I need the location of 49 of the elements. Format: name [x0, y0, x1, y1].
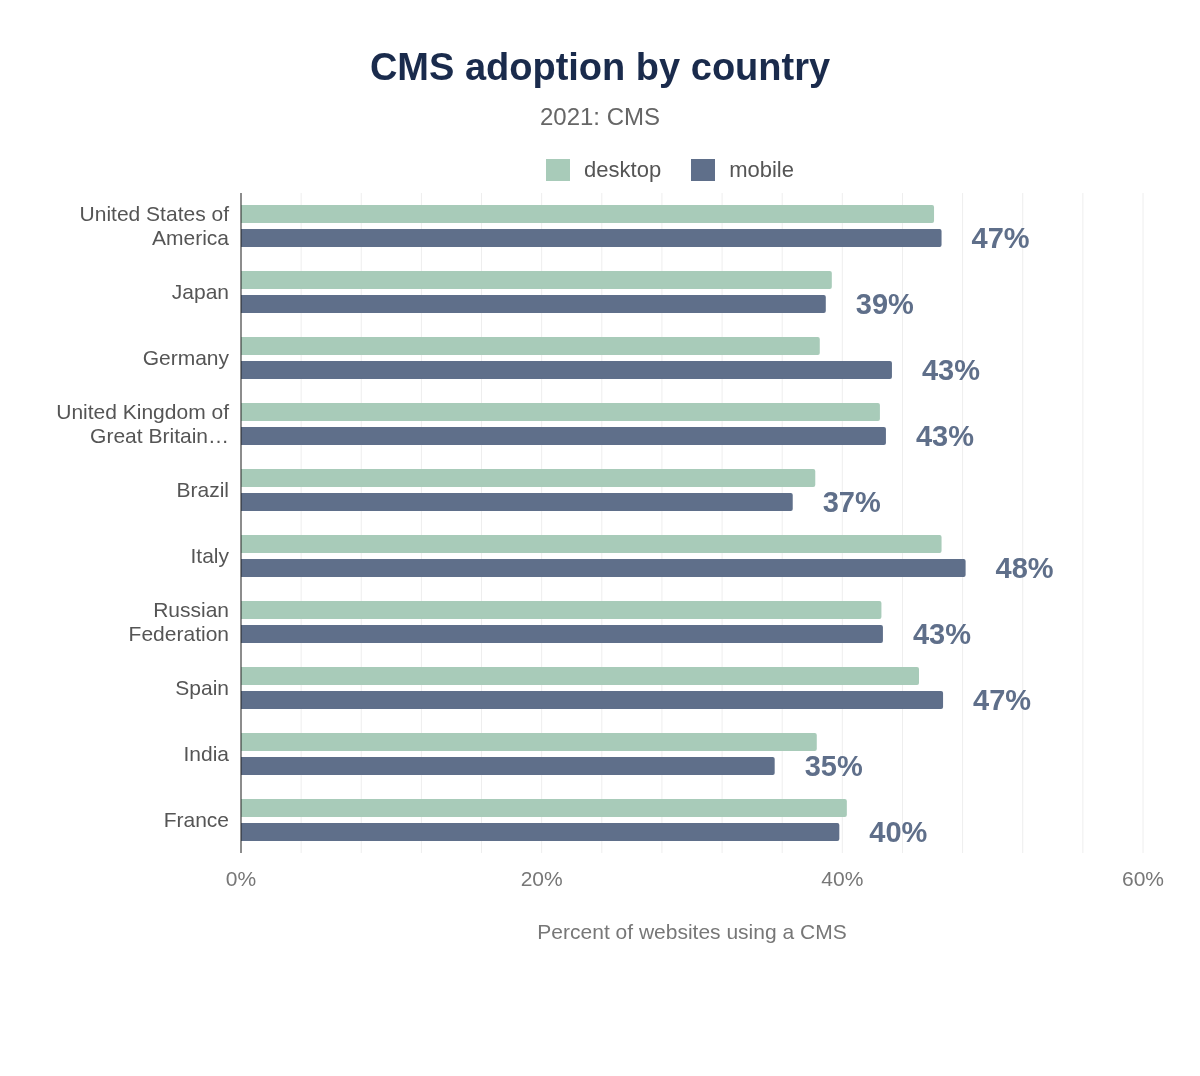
bar [241, 427, 886, 445]
bar [241, 337, 820, 355]
data-label: 47% [971, 222, 1030, 254]
chart-subtitle: 2021: CMS [538, 103, 662, 131]
y-tick-label: Japan [171, 280, 229, 303]
bar [241, 559, 966, 577]
bar [241, 757, 775, 775]
data-label: 47% [973, 684, 1032, 716]
y-tick-label: United States of America [79, 202, 230, 249]
y-tick-label: India [183, 742, 230, 765]
bar [241, 361, 892, 379]
x-tick-label: 0% [225, 866, 257, 890]
bar [241, 691, 944, 709]
data-label: 43% [912, 618, 972, 650]
y-tick-label: France [163, 808, 229, 831]
y-tick-label: Italy [190, 544, 230, 567]
data-label: 43% [921, 354, 981, 386]
y-tick-label: United Kingdom of Great Britain… [56, 400, 230, 447]
y-tick-label: Spain [175, 676, 229, 699]
bar [241, 667, 919, 685]
bar [241, 271, 832, 289]
bar [241, 229, 942, 247]
y-tick-label: Russian Federation [128, 598, 229, 645]
bar [241, 601, 882, 619]
bar [241, 403, 880, 421]
y-tick-label: Germany [142, 346, 230, 369]
data-label: 40% [869, 816, 928, 848]
legend-label: mobile [729, 157, 794, 183]
bar [241, 469, 816, 487]
y-tick-label: Brazil [176, 478, 229, 501]
x-tick-label: 20% [520, 866, 563, 890]
data-label: 48% [995, 552, 1054, 584]
legend-label: desktop [584, 157, 662, 183]
bar [241, 535, 942, 553]
x-tick-label: 60% [1121, 866, 1165, 890]
bar [241, 493, 793, 511]
data-label: 43% [915, 420, 975, 452]
data-label: 37% [822, 486, 881, 518]
data-label: 35% [804, 750, 863, 782]
x-axis-title: Percent of websites using a CMS [537, 920, 847, 943]
bar [241, 799, 847, 817]
bar [241, 205, 935, 223]
chart-title: CMS adoption by country [368, 45, 832, 89]
bar [241, 823, 840, 841]
bar [241, 295, 826, 313]
x-tick-label: 40% [821, 866, 864, 890]
bar [241, 733, 817, 751]
bar [241, 625, 883, 643]
data-label: 39% [855, 288, 915, 320]
